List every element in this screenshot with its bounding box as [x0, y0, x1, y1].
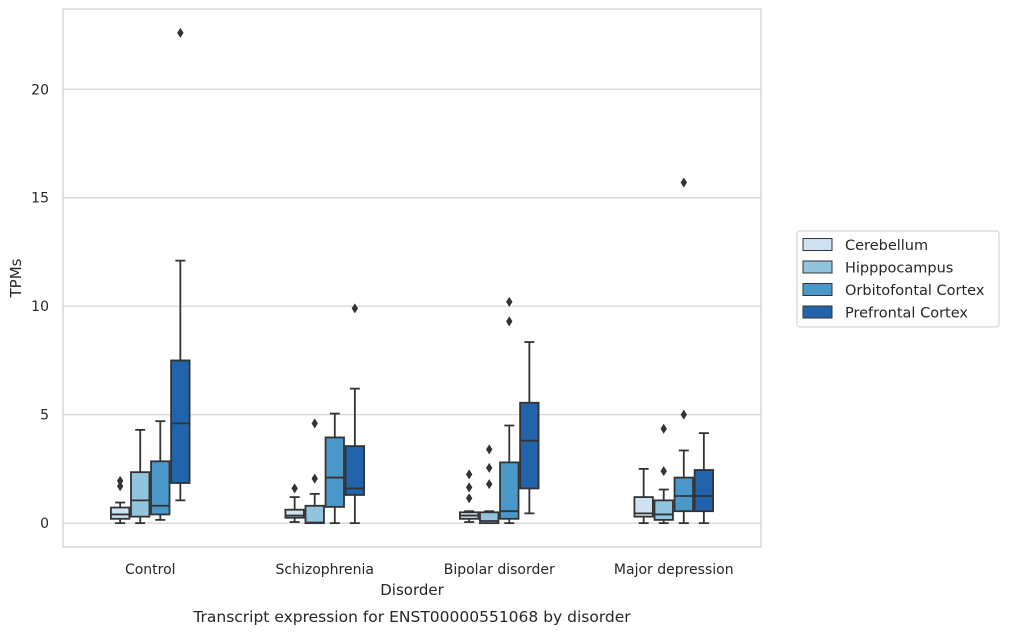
box-hipppocampus-2 — [479, 444, 500, 525]
box-body — [110, 506, 131, 520]
outlier-point — [486, 444, 493, 455]
outlier-point — [660, 423, 667, 434]
outlier-point — [311, 473, 318, 484]
box-hipppocampus-0 — [130, 428, 151, 525]
box-body — [284, 508, 305, 519]
outlier-point — [660, 466, 667, 477]
chart-caption: Transcript expression for ENST0000055106… — [192, 608, 631, 626]
x-tick-label: Control — [125, 562, 176, 578]
box-body — [150, 460, 171, 516]
outlier-point — [177, 27, 184, 38]
y-tick-label: 20 — [31, 82, 49, 98]
legend-label: Hipppocampus — [845, 261, 953, 277]
box-cerebellum-2 — [459, 469, 480, 523]
y-tick-label: 15 — [31, 191, 49, 207]
box-body — [130, 471, 151, 518]
box-orbitofontal-cortex-3 — [673, 177, 694, 525]
x-tick-label: Major depression — [614, 562, 734, 578]
outlier-point — [465, 482, 473, 493]
outlier-point — [116, 481, 124, 492]
box-body — [479, 511, 500, 525]
x-axis-label: Disorder — [380, 581, 444, 599]
y-tick-label: 0 — [40, 516, 49, 532]
outlier-point — [486, 462, 493, 473]
box-body — [344, 445, 365, 496]
x-tick-labels: Control Schizophrenia Bipolar disorder Majo… — [125, 562, 734, 578]
legend-frame — [796, 230, 1000, 328]
grid-lines — [63, 88, 761, 524]
x-tick-label: Schizophrenia — [276, 562, 374, 578]
box-body — [519, 401, 540, 490]
legend-swatch — [802, 238, 833, 251]
box-cerebellum-0 — [110, 475, 131, 525]
outlier-point — [311, 418, 318, 429]
box-body — [304, 504, 325, 525]
box-body — [170, 359, 191, 484]
y-tick-labels: 0 5 10 15 20 — [31, 82, 49, 532]
box-body — [653, 499, 674, 521]
outlier-point — [486, 479, 493, 490]
x-tick-label: Bipolar disorder — [444, 562, 555, 578]
box-orbitofontal-cortex-1 — [324, 412, 345, 525]
legend-label: Cerebellum — [845, 238, 928, 254]
y-tick-label: 10 — [31, 299, 49, 315]
box-hipppocampus-1 — [304, 418, 325, 525]
plot-frame — [62, 8, 762, 548]
box-prefrontal-cortex-3 — [693, 432, 714, 525]
box-body — [324, 436, 345, 508]
box-body — [673, 476, 694, 513]
outlier-point — [680, 177, 687, 188]
outlier-point — [506, 296, 513, 307]
legend-swatch — [802, 283, 833, 296]
outlier-point — [291, 483, 298, 494]
boxes — [110, 27, 714, 525]
box-prefrontal-cortex-0 — [170, 27, 191, 502]
legend-label: Orbitofontal Cortex — [845, 283, 985, 299]
y-axis-label: TPMs — [7, 258, 25, 298]
box-prefrontal-cortex-1 — [344, 303, 365, 525]
legend-swatch — [802, 305, 833, 319]
outlier-point — [465, 493, 473, 504]
box-cerebellum-1 — [284, 483, 305, 523]
box-prefrontal-cortex-2 — [519, 341, 540, 515]
legend: Cerebellum Hipppocampus Orbitofontal Corte… — [796, 230, 1000, 328]
box-body — [693, 469, 714, 513]
outlier-point — [116, 475, 124, 486]
box-body — [499, 461, 520, 520]
box-orbitofontal-cortex-2 — [499, 296, 520, 525]
legend-label: Prefrontal Cortex — [845, 306, 968, 322]
outlier-point — [351, 303, 359, 314]
outlier-point — [465, 469, 473, 480]
legend-swatch — [802, 260, 833, 274]
box-hipppocampus-3 — [653, 423, 674, 525]
y-tick-label: 5 — [40, 408, 49, 424]
outlier-point — [680, 409, 687, 420]
box-body — [633, 496, 654, 518]
box-orbitofontal-cortex-0 — [150, 420, 171, 521]
outlier-point — [506, 316, 513, 327]
box-cerebellum-3 — [633, 468, 654, 525]
